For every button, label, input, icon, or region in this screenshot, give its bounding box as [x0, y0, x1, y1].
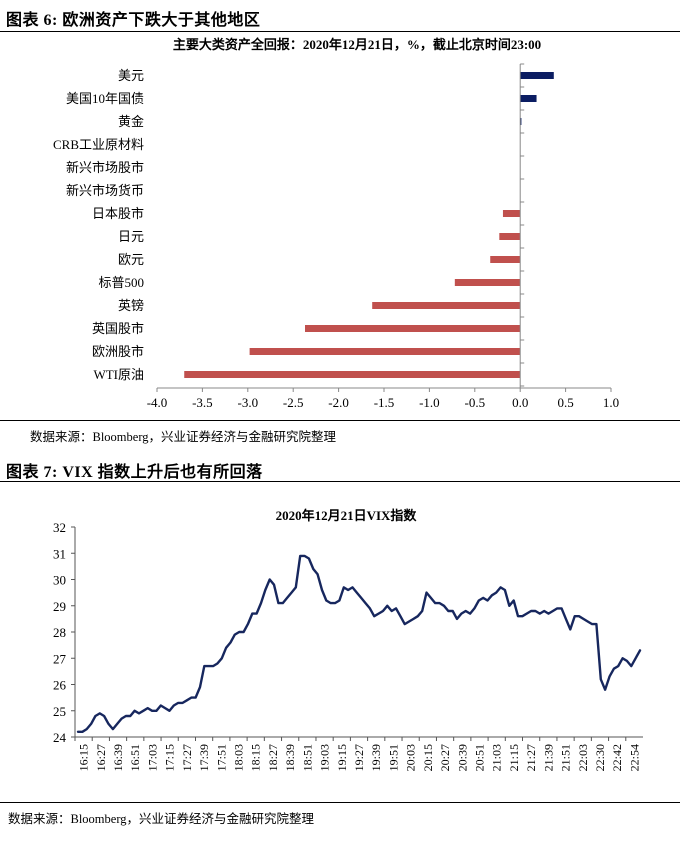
y-tick-label: 31 — [53, 546, 66, 561]
x-tick-label: 1.0 — [603, 395, 619, 410]
y-tick-label: 27 — [53, 651, 67, 666]
figure-7-title: 图表 7: VIX 指数上升后也有所回落 — [6, 464, 263, 481]
x-tick-label: 21:51 — [559, 744, 573, 771]
figure-6-title-rule — [0, 31, 680, 32]
x-tick-label: 21:15 — [507, 744, 521, 771]
x-tick-label: -1.5 — [374, 395, 395, 410]
bar — [249, 348, 521, 355]
x-tick-label: 21:39 — [541, 744, 555, 771]
x-tick-label: 0.0 — [512, 395, 528, 410]
y-tick-label: 32 — [53, 520, 66, 535]
x-tick-label: 17:27 — [180, 744, 194, 771]
x-tick-label: 22:42 — [610, 744, 624, 771]
x-tick-label: -2.0 — [328, 395, 349, 410]
bar — [499, 233, 521, 240]
x-tick-label: 19:27 — [352, 744, 366, 771]
bar-chart-title: 主要大类资产全回报：2020年12月21日，%，截止北京时间23:00 — [173, 37, 541, 52]
x-tick-label: 19:39 — [369, 744, 383, 771]
x-tick-label: 17:03 — [145, 744, 159, 771]
y-tick-label: 26 — [53, 678, 67, 693]
category-label: 黄金 — [118, 114, 144, 129]
category-label: 新兴市场货币 — [66, 183, 144, 198]
x-tick-label: 19:15 — [335, 744, 349, 771]
x-tick-label: 18:39 — [283, 744, 297, 771]
category-label: 日元 — [118, 229, 144, 244]
figure-7-source: 数据来源：Bloomberg，兴业证券经济与金融研究院整理 — [8, 812, 315, 826]
x-tick-label: 20:27 — [438, 744, 452, 771]
x-tick-label: 20:15 — [421, 744, 435, 771]
bar — [490, 256, 521, 263]
asset-returns-bar-chart: 主要大类资产全回报：2020年12月21日，%，截止北京时间23:00 美元美国… — [53, 37, 619, 410]
figure-6-source: 数据来源：Bloomberg，兴业证券经济与金融研究院整理 — [30, 430, 337, 444]
x-tick-label: -1.0 — [419, 395, 440, 410]
y-tick-label: 28 — [53, 625, 66, 640]
x-tick-label: 16:15 — [77, 744, 91, 771]
vix-line-chart: 2020年12月21日VIX指数 24 25 26 27 28 29 30 31 32 16:15… — [53, 508, 643, 771]
x-tick-label: 22:54 — [627, 744, 641, 771]
category-label: 美元 — [118, 68, 144, 83]
x-tick-label: 18:15 — [249, 744, 263, 771]
x-tick-label: 22:03 — [576, 744, 590, 771]
x-tick-label: -0.5 — [465, 395, 486, 410]
y-tick-label: 24 — [53, 730, 67, 745]
bar — [520, 72, 554, 79]
x-tick-label: 17:39 — [197, 744, 211, 771]
category-label: 新兴市场股市 — [66, 160, 144, 175]
x-tick-label: 16:27 — [94, 744, 108, 771]
x-tick-label: -3.0 — [238, 395, 259, 410]
figure-6-bottom-rule — [0, 420, 680, 421]
x-tick-label: -3.5 — [192, 395, 213, 410]
category-label: 英镑 — [118, 298, 144, 313]
bar — [305, 325, 521, 332]
x-tick-label: 16:51 — [128, 744, 142, 771]
bar — [520, 118, 522, 125]
x-tick-label: 19:51 — [386, 744, 400, 771]
category-label: 欧元 — [118, 252, 144, 267]
y-tick-label: 25 — [53, 704, 66, 719]
category-label: 美国10年国债 — [66, 91, 144, 106]
line-chart-title: 2020年12月21日VIX指数 — [276, 508, 418, 523]
category-label: 标普500 — [98, 275, 144, 290]
category-label: 英国股市 — [92, 321, 144, 336]
bar — [454, 279, 521, 286]
x-tick-label: 21:03 — [490, 744, 504, 771]
figure-7-title-rule — [0, 481, 680, 482]
x-tick-label: 18:27 — [266, 744, 280, 771]
x-tick-label: 17:51 — [214, 744, 228, 771]
y-tick-label: 29 — [53, 599, 66, 614]
x-tick-label: 22:30 — [593, 744, 607, 771]
bar — [520, 95, 537, 102]
x-tick-label: 16:39 — [111, 744, 125, 771]
category-label: WTI原油 — [93, 367, 144, 382]
x-tick-label: -4.0 — [147, 395, 168, 410]
bar — [184, 371, 521, 378]
figure-6-title: 图表 6: 欧洲资产下跌大于其他地区 — [6, 12, 261, 29]
bar — [372, 302, 521, 309]
y-tick-label: 30 — [53, 573, 66, 588]
bar — [502, 210, 521, 217]
x-tick-label: 20:51 — [472, 744, 486, 771]
category-label: 日本股市 — [92, 206, 144, 221]
category-label: CRB工业原材料 — [53, 137, 144, 152]
x-tick-label: -2.5 — [283, 395, 304, 410]
x-tick-label: 17:15 — [163, 744, 177, 771]
vix-series-line — [76, 554, 642, 734]
x-tick-label: 21:27 — [524, 744, 538, 771]
x-tick-label: 18:03 — [232, 744, 246, 771]
figure-7-bottom-rule — [0, 802, 680, 803]
x-tick-label: 19:03 — [318, 744, 332, 771]
x-tick-label: 20:03 — [404, 744, 418, 771]
x-tick-label: 20:39 — [455, 744, 469, 771]
x-tick-label: 0.5 — [557, 395, 573, 410]
x-tick-label: 18:51 — [300, 744, 314, 771]
category-label: 欧洲股市 — [92, 344, 144, 359]
